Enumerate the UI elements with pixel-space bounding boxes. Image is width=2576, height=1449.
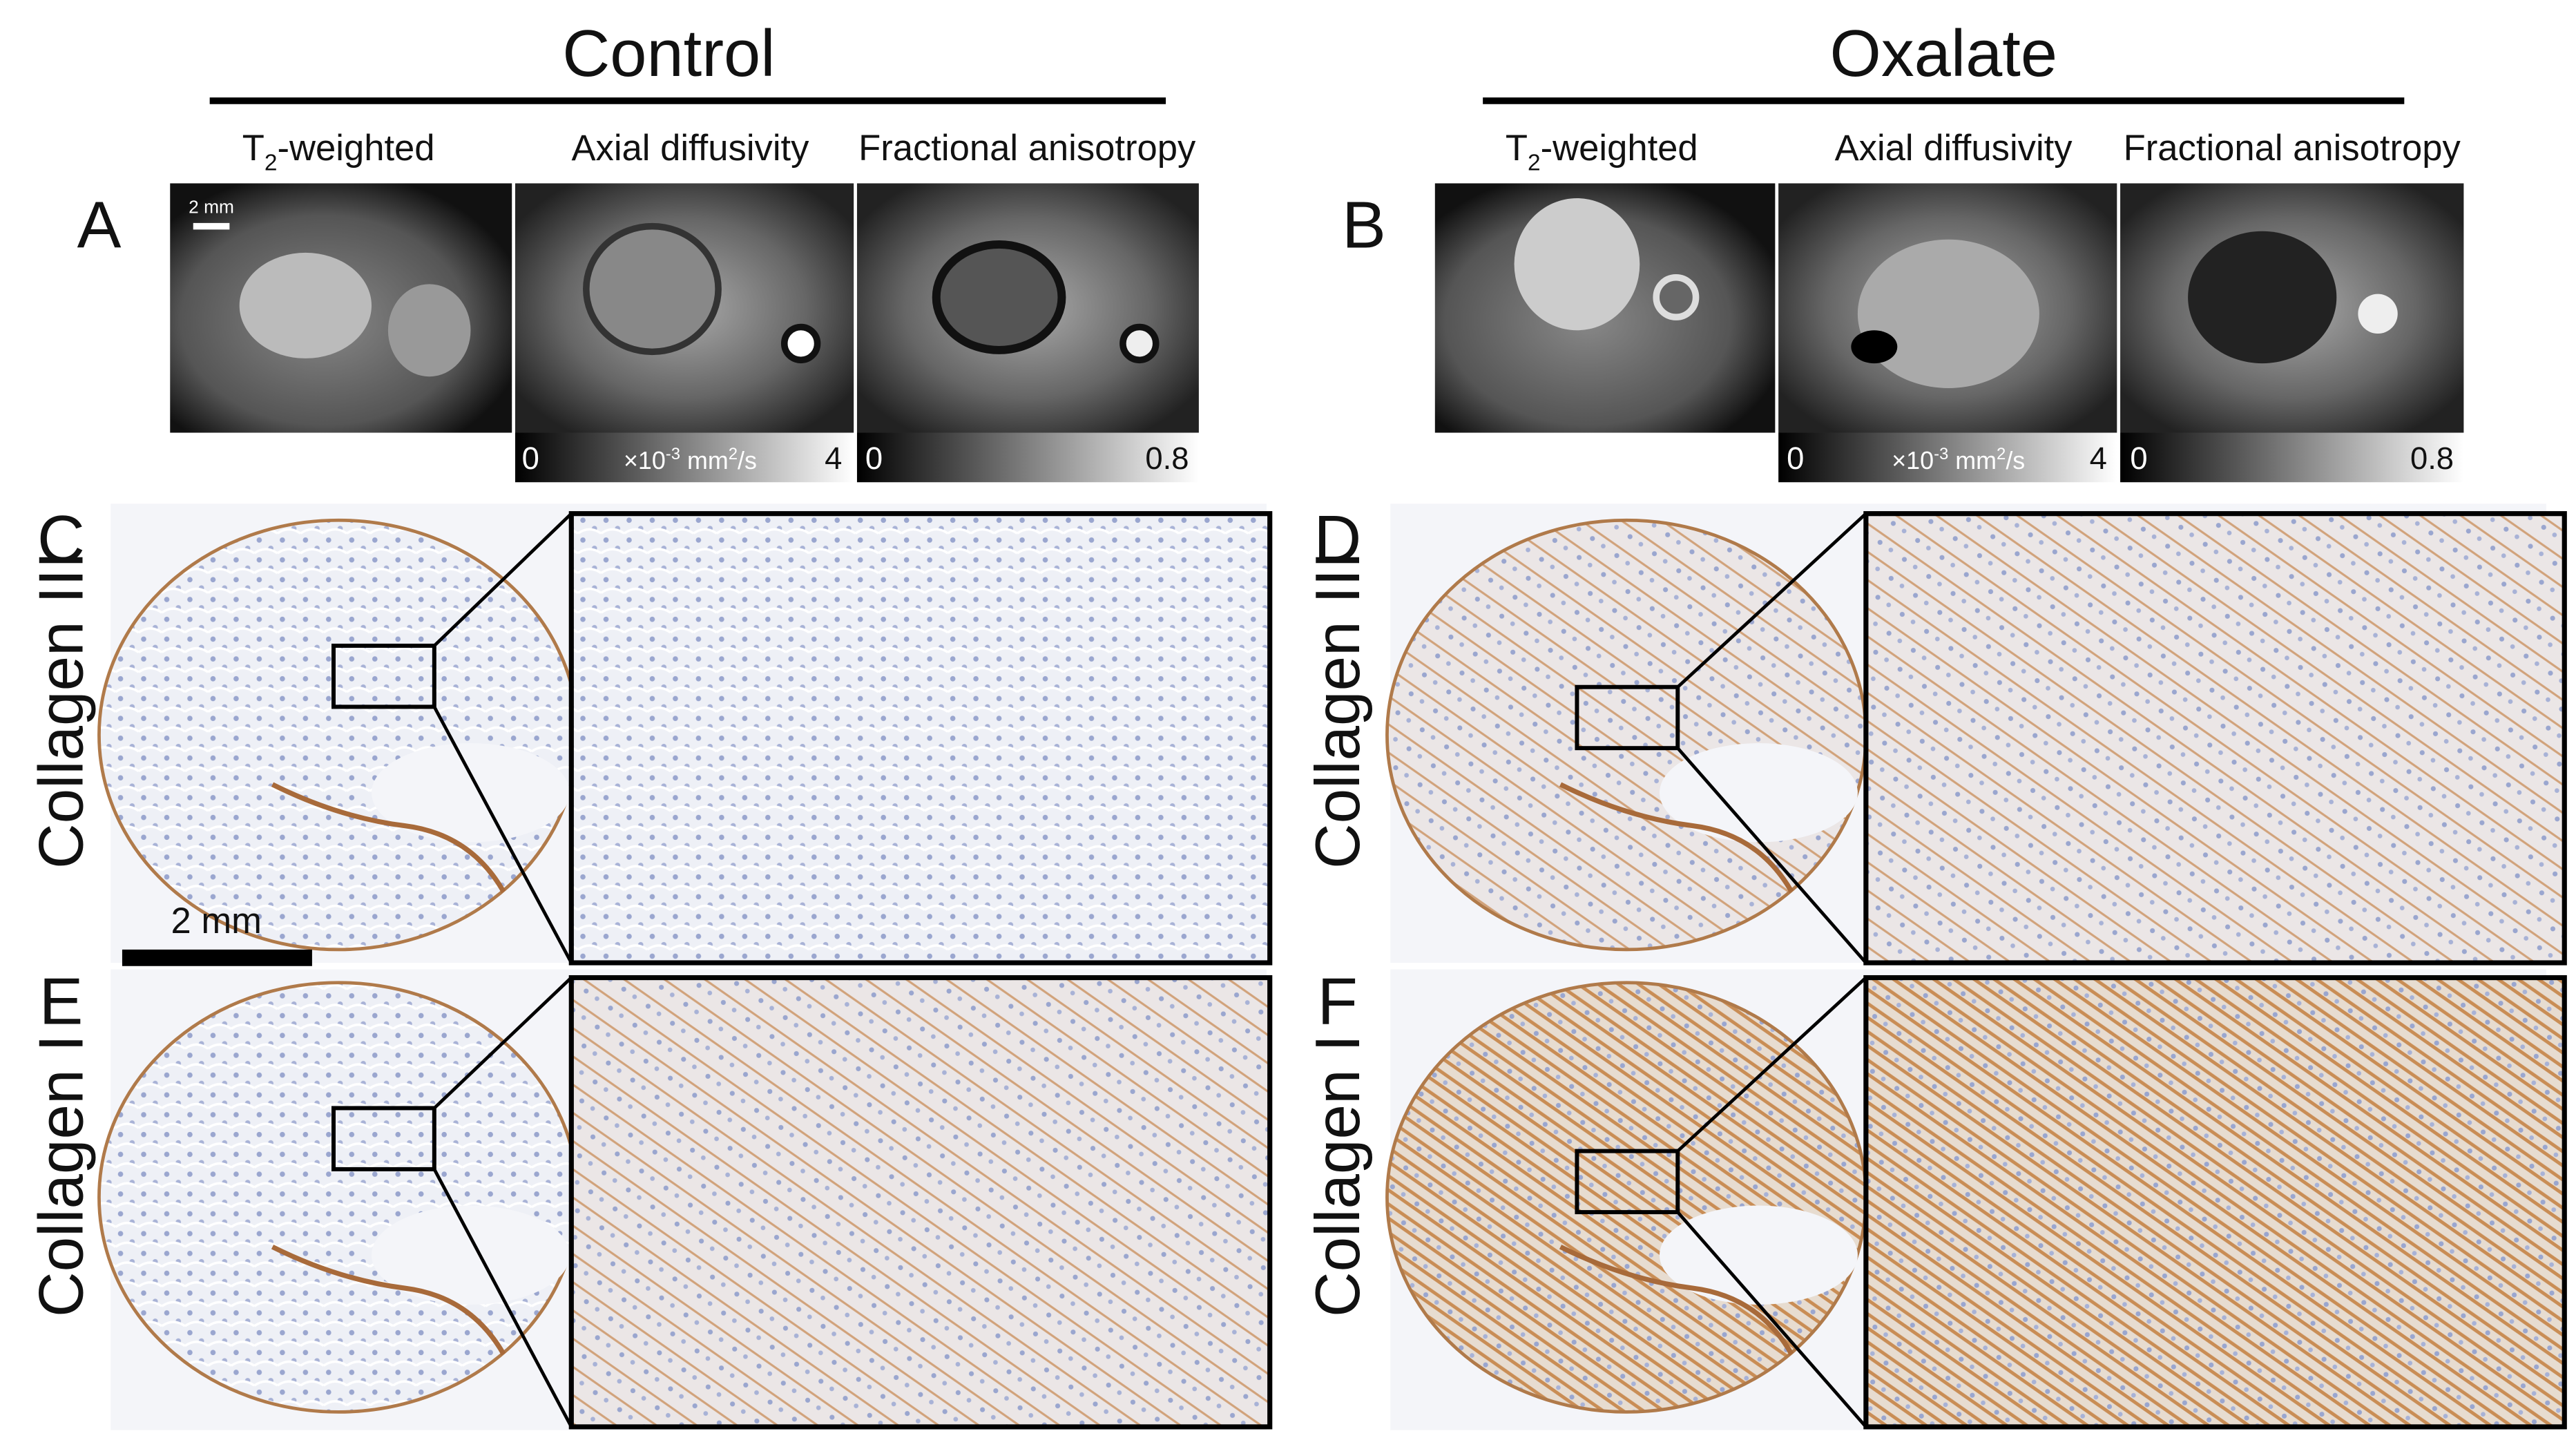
mri-organ bbox=[387, 284, 471, 377]
vessel bbox=[1559, 782, 1794, 893]
kidney-section bbox=[97, 981, 580, 1414]
kidney-hilum bbox=[371, 743, 570, 843]
zoom-image bbox=[568, 975, 1273, 1430]
row-label: Collagen I bbox=[27, 1035, 97, 1317]
vessel bbox=[271, 782, 506, 893]
zoom-connector bbox=[1676, 747, 1867, 964]
row-label: Collagen III bbox=[27, 551, 97, 869]
panel-label: B bbox=[1342, 189, 1386, 262]
zoom-image bbox=[1863, 511, 2567, 966]
panel-label: F bbox=[1318, 964, 1358, 1038]
colorbar bbox=[515, 432, 854, 483]
zoom-connector bbox=[433, 976, 573, 1110]
vessel bbox=[271, 1245, 506, 1356]
column-title: Fractional anisotropy bbox=[2124, 128, 2461, 169]
zoom-connector bbox=[432, 706, 573, 964]
kidney-hilum bbox=[371, 1205, 570, 1305]
mri-organ bbox=[780, 323, 821, 364]
zoom-region bbox=[331, 643, 436, 709]
scale-bar-label: 2 mm bbox=[189, 196, 234, 217]
zoom-connector bbox=[433, 512, 573, 647]
panel-label: C bbox=[37, 502, 85, 576]
colorbar-unit: ×10-3 mm2/s bbox=[624, 445, 757, 474]
row-label: Collagen I bbox=[1303, 1035, 1373, 1317]
scale-bar-label: 2 mm bbox=[171, 901, 261, 941]
column-title: Axial diffusivity bbox=[1835, 128, 2073, 169]
column-title: T2-weighted bbox=[1506, 128, 1698, 175]
colorbar-min: 0 bbox=[522, 441, 539, 476]
panel-label: E bbox=[39, 964, 84, 1038]
mri-organ bbox=[1857, 239, 2039, 388]
zoom-region bbox=[331, 1106, 436, 1171]
colorbar-min: 0 bbox=[2130, 441, 2147, 476]
mri-images bbox=[170, 183, 2464, 433]
group-title: Oxalate bbox=[1829, 17, 2057, 90]
colorbars: 0 ×10-3 mm2/s 4 0 0.8 0 ×10-3 mm2/s 4 0 … bbox=[515, 432, 2464, 483]
zoom-connector bbox=[1676, 976, 1867, 1153]
colorbar bbox=[856, 432, 1199, 483]
histology bbox=[97, 503, 2567, 1430]
mri-organ bbox=[1514, 198, 1640, 331]
colorbar-max: 0.8 bbox=[1145, 441, 1189, 476]
colorbar-unit: ×10-3 mm2/s bbox=[1892, 445, 2025, 474]
kidney-section bbox=[1385, 518, 1868, 952]
zoom-connector bbox=[1676, 512, 1867, 689]
colorbar bbox=[1778, 432, 2117, 483]
colorbar-max: 4 bbox=[825, 441, 842, 476]
mri-organ bbox=[1119, 323, 1160, 364]
row-label: Collagen III bbox=[1303, 551, 1373, 869]
kidney-section bbox=[97, 518, 580, 952]
zoom-region bbox=[1575, 684, 1680, 751]
kidney-hilum bbox=[1659, 1205, 1858, 1305]
zoom-connector bbox=[432, 1168, 573, 1428]
column-title: Axial diffusivity bbox=[571, 128, 809, 169]
mri-organ bbox=[2188, 231, 2337, 364]
vessel bbox=[1559, 1245, 1794, 1356]
zoom-image bbox=[568, 511, 1273, 966]
mri-organ bbox=[239, 252, 372, 358]
mri-organ bbox=[583, 222, 722, 356]
column-title: Fractional anisotropy bbox=[858, 128, 1196, 169]
colorbar bbox=[2120, 432, 2464, 483]
colorbar-max: 0.8 bbox=[2410, 441, 2454, 476]
group-title: Control bbox=[562, 17, 775, 90]
mri-organ bbox=[2358, 294, 2398, 334]
column-title: T2-weighted bbox=[242, 128, 435, 175]
mri-organ bbox=[1653, 274, 1700, 320]
mri-organ bbox=[932, 240, 1066, 354]
colorbar-max: 4 bbox=[2090, 441, 2107, 476]
kidney-hilum bbox=[1659, 743, 1858, 843]
kidney-section bbox=[1385, 981, 1868, 1414]
panel-label: D bbox=[1314, 502, 1361, 576]
colorbar-min: 0 bbox=[1787, 441, 1804, 476]
zoom-image bbox=[1863, 975, 2567, 1430]
colorbar-min: 0 bbox=[865, 441, 883, 476]
zoom-connector bbox=[1676, 1211, 1867, 1428]
zoom-region bbox=[1575, 1149, 1680, 1215]
mri-organ bbox=[1851, 330, 1898, 364]
panel-label: A bbox=[77, 189, 122, 262]
